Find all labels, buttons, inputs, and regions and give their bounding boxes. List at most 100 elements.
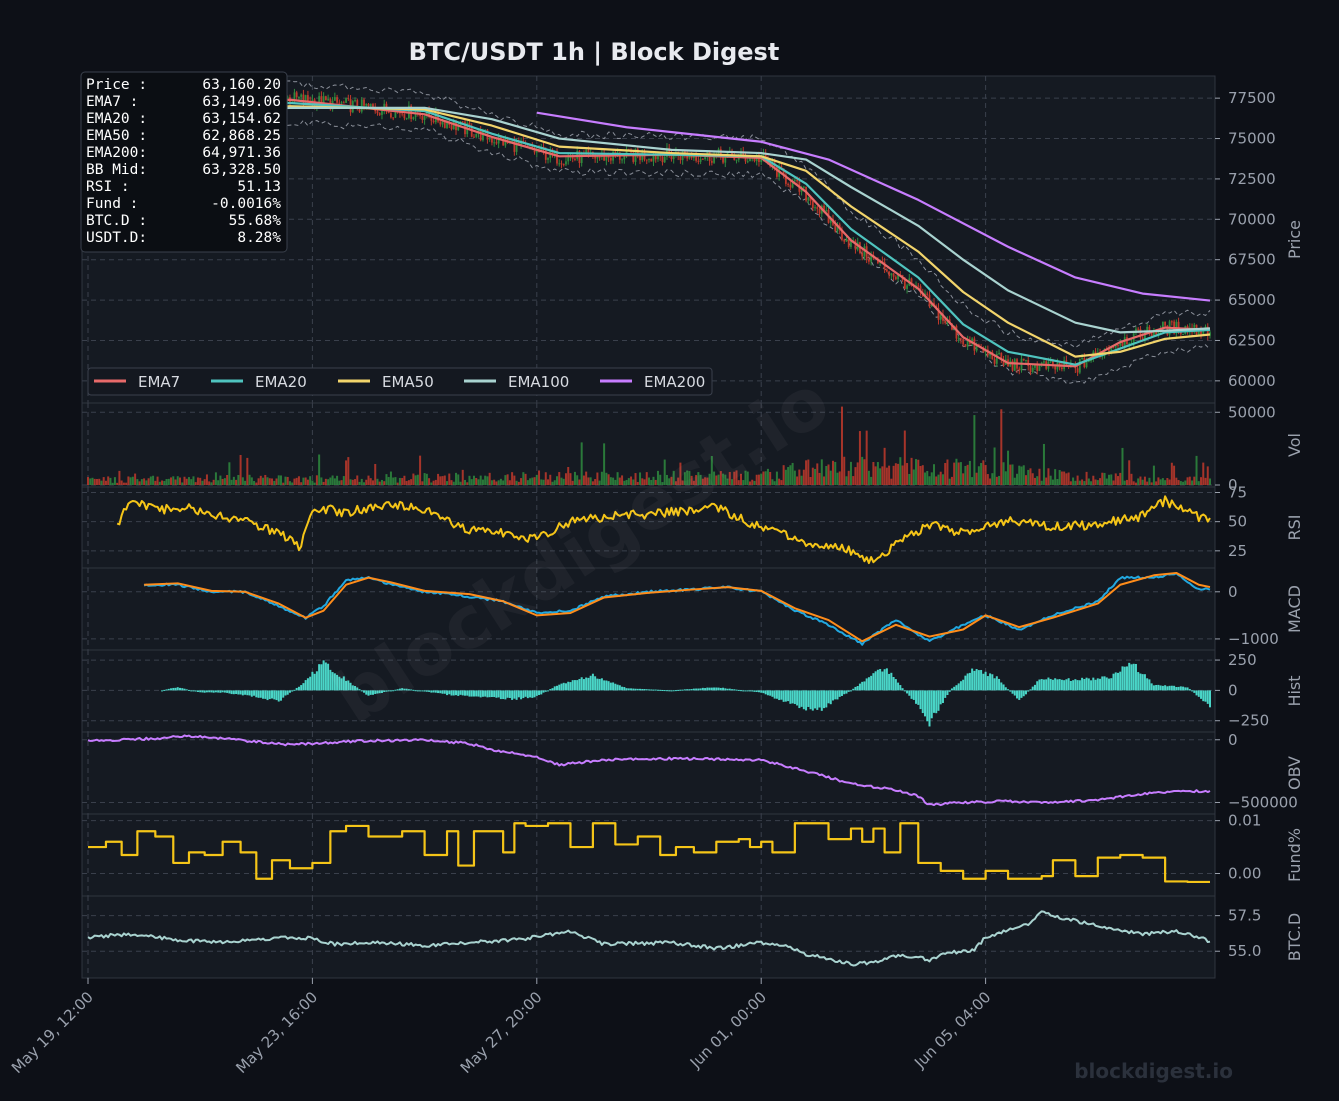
candle-body [1144,332,1146,341]
volume-bar [246,457,249,485]
volume-bar [863,459,866,485]
candle-body [966,340,969,347]
volume-bar [977,466,980,485]
info-value: 55.68% [229,213,282,229]
panel-vol-ytick-label-1: 50000 [1228,403,1276,421]
hist-bar [780,690,783,700]
volume-bar [452,481,455,485]
candle-body [1164,321,1167,326]
volume-bar [143,478,146,485]
volume-bar [789,465,792,485]
volume-bar [376,478,379,485]
volume-bar [636,481,639,485]
volume-bar [733,471,736,485]
hist-bar [840,690,843,696]
volume-bar [331,475,334,485]
volume-bar [253,480,256,485]
hist-bar [1054,678,1057,691]
volume-bar [329,477,332,485]
volume-bar [888,465,891,485]
volume-bar [672,470,675,485]
hist-bar [279,690,282,701]
volume-bar [147,478,150,485]
hist-bar [964,675,967,691]
candle-body [917,285,920,287]
candle-body [1078,358,1081,373]
hist-bar [176,687,179,691]
hist-bar [1155,684,1158,691]
hist-bar [1195,690,1198,696]
hist-bar [858,683,861,691]
volume-bar [980,462,983,485]
volume-bar [659,474,662,485]
volume-bar [843,456,846,485]
volume-bar [378,481,381,485]
volume-bar [1157,477,1160,485]
panel-rsi-ytick-label-2: 75 [1228,484,1247,502]
hist-bar [580,677,583,691]
volume-bar [428,478,431,485]
hist-bar [874,671,877,691]
volume-bar [1146,481,1149,485]
candle-body [971,338,974,344]
hist-bar [185,689,188,691]
hist-bar [782,690,785,702]
candle-body [356,100,359,109]
volume-bar [403,475,406,485]
hist-bar [567,681,570,691]
volume-bar [656,470,659,485]
volume-bar [448,473,451,485]
volume-bar [185,478,188,485]
volume-bar [874,466,877,485]
volume-bar [1108,474,1111,485]
volume-bar [167,478,170,485]
volume-bar [926,470,929,485]
hist-bar [262,690,265,699]
panel-macd-ytick-label-1: 0 [1228,583,1238,601]
hist-bar [425,690,428,692]
volume-bar [542,479,545,485]
hist-bar [695,688,698,691]
volume-bar [1134,482,1137,485]
hist-bar [358,689,361,691]
volume-bar [360,478,363,485]
hist-bar [472,690,475,697]
hist-bar [888,673,891,691]
volume-bar [91,477,94,485]
candle-body [1101,356,1104,358]
candle-body [942,314,944,321]
hist-bar [1139,673,1142,691]
hist-bar [757,690,760,693]
hist-bar [1202,690,1205,702]
info-value: 64,971.36 [202,145,281,161]
volume-bar [760,473,763,485]
hist-bar [737,689,740,691]
hist-bar [984,671,987,691]
hist-bar [223,690,226,693]
candle-body [784,174,787,184]
hist-bar [890,672,893,691]
panel-vol: 0 50000 Vol [81,402,1304,494]
hist-bar [246,690,249,696]
hist-bar [760,690,763,693]
hist-bar [392,690,395,692]
hist-bar [187,689,190,691]
hist-bar [616,684,619,691]
volume-bar [1195,455,1198,485]
info-value: 8.28% [237,230,281,246]
hist-bar [1009,690,1012,692]
volume-bar [932,464,935,485]
panel-macd-ytick-label-0: −1000 [1228,630,1279,648]
hist-bar [764,690,767,695]
candle-body [692,156,695,159]
volume-bar [944,463,947,485]
volume-bar [410,479,413,485]
volume-bar [1143,476,1146,485]
candle-body [1029,366,1032,373]
candle-body [998,352,1000,354]
candle-body [403,113,406,119]
hist-bar [793,690,796,705]
candle-body [762,153,765,158]
panel-rsi-ylabel: RSI [1285,515,1304,541]
hist-bar [1161,685,1164,691]
